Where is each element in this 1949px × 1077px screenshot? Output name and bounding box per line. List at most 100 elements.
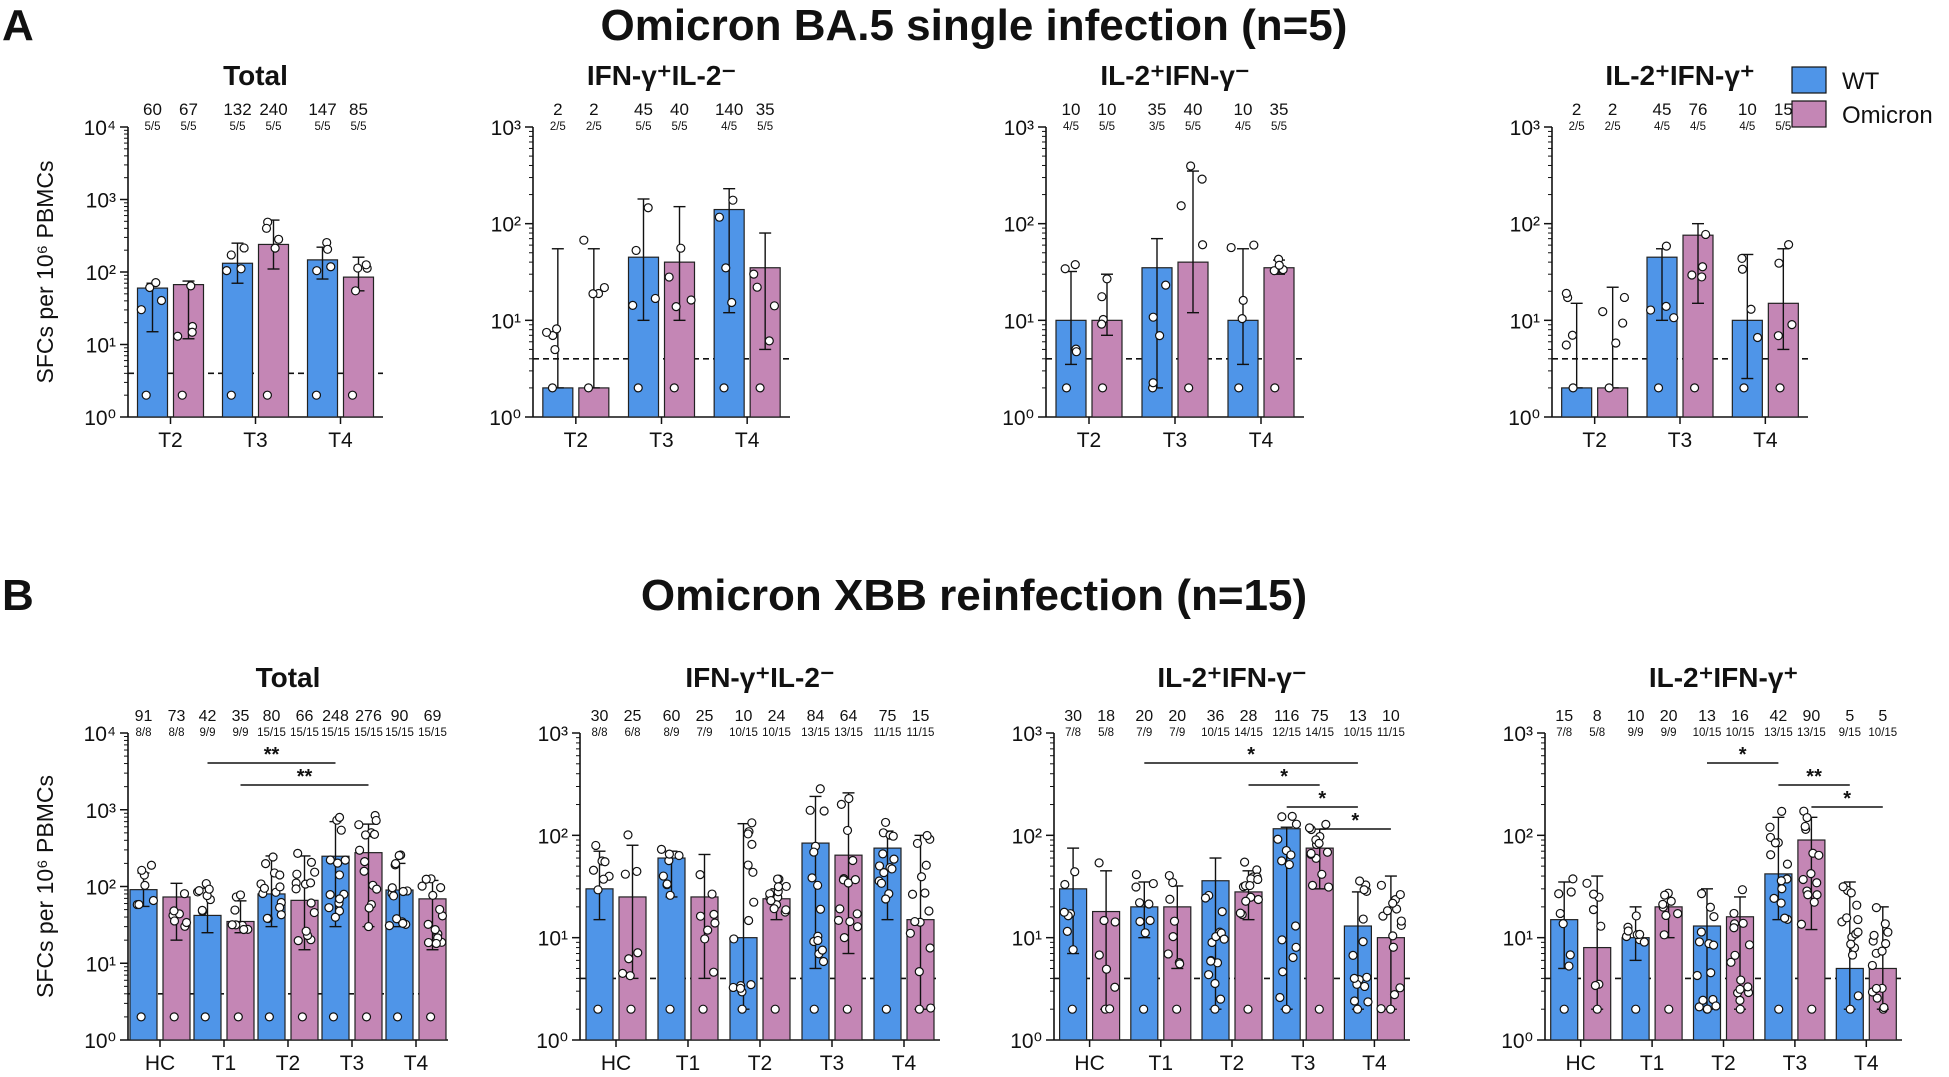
data-point <box>173 331 183 341</box>
data-point <box>656 844 667 854</box>
count-label: 7/9 <box>1169 727 1185 739</box>
data-point <box>275 870 285 880</box>
count-label: 14/15 <box>1234 727 1263 739</box>
bar-wt <box>542 387 574 418</box>
data-point <box>1846 939 1856 949</box>
data-point <box>852 909 862 919</box>
count-label: 5/5 <box>1775 121 1791 133</box>
data-point <box>1737 264 1748 274</box>
count-label: 5/5 <box>315 121 331 133</box>
x-tick-label: T2 <box>276 1052 301 1075</box>
data-point <box>1694 937 1705 947</box>
data-point <box>200 1012 210 1022</box>
data-point <box>842 1004 852 1014</box>
data-point <box>632 866 642 877</box>
data-point <box>1277 812 1287 822</box>
data-point <box>239 924 249 935</box>
data-point <box>1237 314 1247 324</box>
data-point <box>625 971 635 981</box>
data-point <box>1711 1001 1721 1011</box>
data-point <box>1210 978 1220 989</box>
chart-title: IL-2⁺IFN-γ⁻ <box>1100 60 1249 91</box>
data-point <box>169 1012 179 1022</box>
panel-b-title: Omicron XBB reinfection (n=15) <box>641 571 1307 620</box>
data-point <box>1588 889 1599 899</box>
bar-omicron <box>578 387 610 418</box>
data-point <box>1803 890 1813 900</box>
data-point <box>353 263 363 273</box>
y-tick-label: 10⁰ <box>1501 1030 1533 1053</box>
data-point <box>727 297 737 308</box>
value-label: 10 <box>1062 100 1081 119</box>
chart-title: IL-2⁺IFN-γ⁻ <box>1157 662 1306 693</box>
data-point <box>662 879 672 889</box>
data-point <box>1388 931 1398 941</box>
data-point <box>1274 260 1284 270</box>
count-label: 5/8 <box>1098 727 1114 739</box>
count-label: 6/8 <box>625 727 641 739</box>
data-point <box>371 815 381 826</box>
y-tick-label: 10¹ <box>491 310 521 333</box>
x-tick-label: T2 <box>564 429 589 452</box>
data-point <box>1163 949 1173 959</box>
x-tick-label: T4 <box>892 1052 917 1075</box>
y-tick-label: 10⁰ <box>1508 407 1540 430</box>
data-point <box>1288 952 1298 963</box>
data-point <box>881 1004 891 1014</box>
data-point <box>1376 880 1387 890</box>
data-point <box>1172 1004 1182 1014</box>
data-point <box>179 889 190 899</box>
data-point <box>260 859 271 869</box>
data-point <box>709 967 719 977</box>
value-label: 20 <box>1660 708 1678 725</box>
x-tick-label: T4 <box>1362 1052 1387 1075</box>
data-point <box>1097 292 1107 302</box>
data-point <box>1696 927 1706 937</box>
data-point <box>764 336 774 346</box>
data-point <box>259 883 269 893</box>
data-point <box>1774 258 1784 268</box>
data-point <box>328 1012 339 1022</box>
data-point <box>921 860 931 870</box>
chart-6: IL-2⁺IFN-γ⁻ 10⁰ 10¹ 10² 10³ HC 30 7/8 18 5/8 T1 20 7… <box>1010 662 1410 1075</box>
data-point <box>1389 990 1400 1000</box>
data-point <box>807 873 817 883</box>
value-label: 10 <box>1738 100 1757 119</box>
data-point <box>1846 888 1856 898</box>
count-label: 10/15 <box>729 727 758 739</box>
value-label: 35 <box>1148 100 1167 119</box>
x-tick-label: T4 <box>1854 1052 1879 1075</box>
data-point <box>550 344 560 355</box>
data-point <box>1061 383 1072 393</box>
chart-title: IFN-γ⁺IL-2⁻ <box>587 60 736 91</box>
count-label: 9/9 <box>1661 727 1677 739</box>
value-label: 25 <box>624 708 642 725</box>
value-label: 2 <box>589 100 598 119</box>
data-point <box>1068 945 1078 955</box>
data-point <box>1253 894 1263 905</box>
data-point <box>145 282 155 293</box>
data-point <box>1388 898 1398 908</box>
data-point <box>1780 913 1790 923</box>
data-point <box>226 390 236 400</box>
data-point <box>134 899 144 910</box>
data-point <box>1777 884 1787 894</box>
data-point <box>350 286 361 296</box>
data-point <box>261 223 272 233</box>
data-point <box>728 195 738 205</box>
data-point <box>141 390 151 400</box>
data-point <box>1558 919 1568 929</box>
count-label: 4/5 <box>721 121 737 133</box>
data-point <box>1169 916 1180 926</box>
data-point <box>1739 383 1749 393</box>
data-point <box>169 906 179 916</box>
data-point <box>394 850 404 861</box>
data-point <box>1639 937 1649 947</box>
y-tick-label: 10⁰ <box>84 407 116 430</box>
significance-label: ** <box>297 766 313 788</box>
x-tick-label: T3 <box>340 1052 365 1075</box>
data-point <box>1175 959 1185 969</box>
y-tick-label: 10⁴ <box>84 723 116 746</box>
data-point <box>737 1004 747 1014</box>
chart-3: IL-2⁺IFN-γ⁺ 10⁰ 10¹ 10² 10³ T2 2 2/5 2 2/5 T3 45 4/5… <box>1508 60 1808 452</box>
